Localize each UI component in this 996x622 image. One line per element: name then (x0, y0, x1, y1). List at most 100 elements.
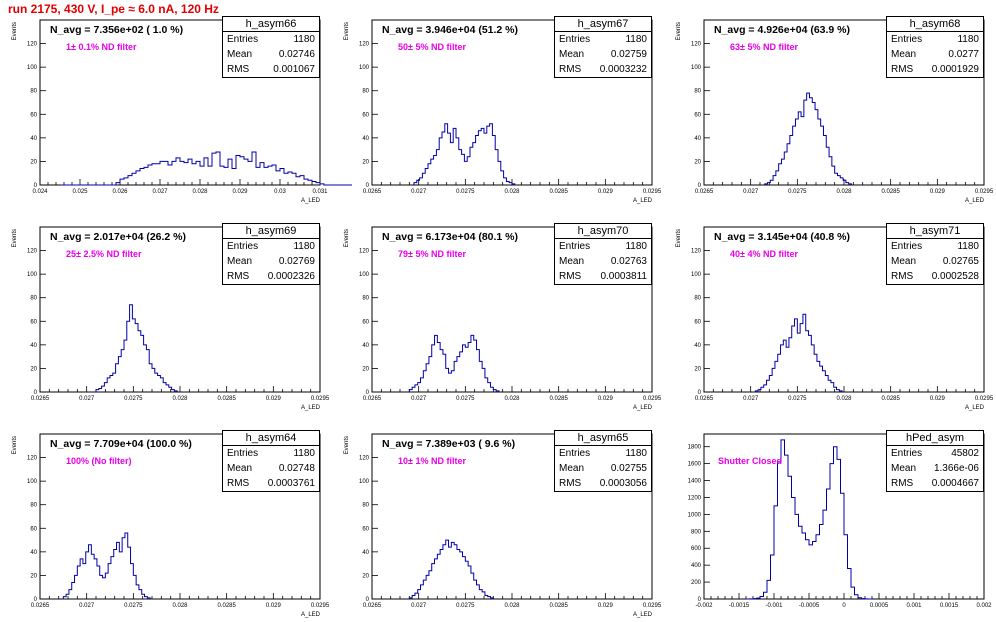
y-tick-label: 20 (362, 573, 369, 579)
stats-entries-label: Entries (891, 34, 923, 45)
histogram-bin (172, 390, 175, 392)
histogram-bin (423, 580, 426, 599)
histogram-bin (849, 184, 852, 185)
histogram-name: h_asym64 (222, 430, 320, 446)
histogram-bin (160, 378, 163, 392)
histogram-bin (471, 573, 474, 599)
x-tick-label: 0.027 (411, 396, 427, 402)
run-title: run 2175, 430 V, I_pe ≈ 6.0 nA, 120 Hz (8, 2, 219, 16)
stats-row-mean: Mean 0.02755 (555, 461, 651, 476)
filter-label: 10± 1% ND filter (398, 456, 466, 466)
y-axis-label: Events (344, 22, 350, 40)
histogram-bin (783, 340, 786, 392)
y-tick-label: 0 (366, 183, 370, 189)
histogram-panel: 0.024 0.025 0.026 0.027 0.028 0.029 0.03 0.031 0… (0, 0, 352, 207)
x-tick-label: -0.002 (695, 603, 713, 609)
x-tick-label: 0.0265 (695, 396, 714, 402)
histogram-bin (422, 173, 425, 185)
histogram-bin (160, 161, 164, 185)
stats-entries-label: Entries (559, 241, 591, 252)
histogram-bin (837, 390, 840, 392)
stats-row-mean: Mean 0.02765 (887, 254, 983, 269)
stats-rms-value: 0.0003056 (599, 478, 647, 489)
stats-mean-label: Mean (559, 49, 585, 60)
y-tick-label: 20 (694, 366, 701, 372)
histogram-bin (412, 387, 415, 392)
histogram-bin (435, 559, 438, 599)
histogram-bin (463, 345, 466, 392)
histogram-bin (477, 350, 480, 392)
stats-mean-label: Mean (891, 256, 917, 267)
histogram-bin (795, 514, 799, 599)
y-tick-label: 0 (34, 597, 38, 603)
histogram-panel: 0.0265 0.027 0.0275 0.028 0.0285 0.029 0.0295 0… (664, 0, 996, 207)
stats-mean-label: Mean (227, 256, 253, 267)
histogram-bin (116, 364, 119, 392)
y-axis-label: Events (344, 229, 350, 247)
y-tick-label: 120 (691, 42, 702, 48)
y-tick-label: 100 (691, 65, 702, 71)
histogram-bin (439, 138, 442, 185)
stats-box: Entries 1180 Mean 0.02746 RMS 0.001067 (222, 31, 320, 78)
x-tick-label: 0.027 (743, 396, 759, 402)
stats-mean-value: 0.02769 (278, 256, 315, 267)
stats-box: Entries 1180 Mean 0.02759 RMS 0.0003232 (554, 31, 652, 78)
histogram-bin (169, 387, 172, 392)
histogram-bin (443, 545, 446, 599)
histogram-series (754, 313, 843, 392)
x-tick-label: 0.0265 (363, 603, 382, 609)
histogram-panel: 0.0265 0.027 0.0275 0.028 0.0285 0.029 0.0295 0… (664, 207, 996, 414)
histogram-bin (478, 131, 481, 185)
histogram-panel: 0.0265 0.027 0.0275 0.028 0.0285 0.029 0.0295 0… (0, 414, 332, 621)
histogram-bin (236, 156, 240, 185)
x-tick-label: 0.028 (504, 396, 520, 402)
histogram-bin (443, 354, 446, 392)
histogram-bin (105, 573, 108, 599)
histogram-bin (460, 552, 463, 599)
y-axis-label: Events (676, 229, 682, 247)
histogram-bin (128, 547, 131, 599)
y-tick-label: 20 (30, 573, 37, 579)
y-tick-label: 120 (27, 249, 38, 255)
stats-row-rms: RMS 0.0003232 (555, 62, 651, 77)
histogram-bin (450, 143, 453, 185)
histogram-bin (509, 183, 512, 185)
histogram-bin (91, 554, 94, 599)
plot-frame (703, 226, 985, 393)
stats-rms-value: 0.0003232 (599, 64, 647, 75)
stats-rms-value: 0.0002326 (267, 271, 315, 282)
histogram-name: h_asym67 (554, 16, 652, 32)
y-tick-label: 1000 (688, 512, 702, 518)
stats-row-mean: Mean 0.02769 (223, 254, 319, 269)
x-tick-label: 0.027 (743, 189, 759, 195)
x-tick-label: 0.031 (312, 189, 328, 195)
histogram-bin (448, 133, 451, 185)
histogram-bin (131, 564, 134, 599)
histogram-bin (300, 176, 304, 185)
y-tick-label: 1200 (688, 495, 702, 501)
x-tick-label: 0.029 (598, 603, 614, 609)
histogram-bin (184, 163, 188, 185)
stats-row-entries: Entries 45802 (887, 446, 983, 461)
stats-row-mean: Mean 0.02763 (555, 254, 651, 269)
histogram-bin (775, 361, 778, 392)
stats-rms-value: 0.0001929 (931, 64, 979, 75)
histogram-bin (127, 321, 130, 392)
stats-row-rms: RMS 0.0003056 (555, 476, 651, 491)
histogram-bin (823, 510, 827, 599)
histogram-bin (807, 93, 810, 185)
y-tick-label: 100 (359, 272, 370, 278)
stats-mean-label: Mean (227, 463, 253, 474)
x-tick-label: 0.027 (79, 396, 95, 402)
histogram-bin (292, 173, 296, 185)
x-tick-label: 0.0275 (456, 189, 475, 195)
x-tick-label: 0.029 (598, 396, 614, 402)
histogram-bin (785, 455, 789, 599)
histogram-bin (809, 545, 813, 599)
stats-entries-label: Entries (559, 448, 591, 459)
histogram-bin (412, 595, 415, 599)
histogram-bin (140, 169, 144, 186)
stats-row-entries: Entries 1180 (555, 239, 651, 254)
histogram-bin (474, 580, 477, 599)
stats-rms-label: RMS (891, 64, 914, 75)
